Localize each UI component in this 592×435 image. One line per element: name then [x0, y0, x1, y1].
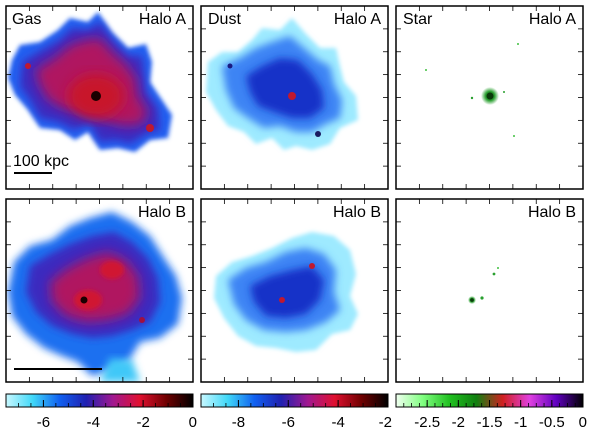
panel-halo-label: Halo A — [139, 11, 186, 28]
star-map-b — [468, 267, 499, 304]
colorbar-tick-label: -4 — [331, 414, 344, 431]
colorbar-gradient — [201, 394, 388, 407]
colorbar-tick-label: -1 — [514, 414, 527, 431]
panel-dust-halo-a: Dust Halo A — [200, 5, 389, 190]
colorbar-gas: -6 -4 -2 0 — [5, 393, 197, 431]
colorbar-gradient — [6, 394, 193, 407]
colorbar-tick-label: -2 — [452, 414, 465, 431]
panel-component-label: Dust — [208, 11, 241, 28]
dust-map-a — [206, 18, 358, 150]
panel-gas-halo-b: Halo B — [5, 198, 194, 383]
colorbar-ticks — [395, 400, 584, 407]
panel-star-halo-a: Star Halo A — [395, 5, 584, 190]
colorbar-tick-label: -4 — [87, 414, 100, 431]
colorbar-tick-label: -6 — [282, 414, 295, 431]
panel-star-halo-b: Halo B — [395, 198, 584, 383]
panel-dust-halo-b: Halo B — [200, 198, 389, 383]
colorbar-tick-label: -2.5 — [414, 414, 440, 431]
colorbar-tick-label: -2 — [379, 414, 392, 431]
panel-component-label: Star — [403, 11, 433, 28]
colorbar-tick-label: -2 — [136, 414, 149, 431]
colorbar-dust: -8 -6 -4 -2 — [200, 393, 392, 431]
colorbar-tick-label: -0.5 — [539, 414, 565, 431]
colorbar-tick-label: -6 — [37, 414, 50, 431]
colorbar-ticks — [200, 400, 389, 407]
colorbar-tick-label: -8 — [232, 414, 245, 431]
star-map-a — [425, 43, 519, 137]
colorbar-tick-label: 0 — [579, 414, 587, 431]
panel-halo-label: Halo A — [529, 11, 576, 28]
colorbar-tick-label: 0 — [189, 414, 197, 431]
colorbar-ticks — [5, 400, 194, 407]
panel-halo-label: Halo A — [334, 11, 381, 28]
gas-map-a — [8, 12, 172, 152]
panel-halo-label: Halo B — [333, 204, 381, 221]
gas-map-b — [8, 212, 182, 382]
colorbar-star: -2.5 -2 -1.5 -1 -0.5 0 — [395, 393, 587, 431]
scalebar-label: 100 kpc — [13, 153, 69, 170]
colorbar-tick-label: -1.5 — [477, 414, 503, 431]
panel-component-label: Gas — [12, 11, 41, 28]
panel-halo-label: Halo B — [528, 204, 576, 221]
dust-map-b — [214, 232, 358, 352]
panel-tick-marks — [6, 6, 583, 382]
panel-frame — [395, 198, 584, 383]
panel-halo-label: Halo B — [138, 204, 186, 221]
panel-gas-halo-a: Gas Halo A 100 kpc — [5, 5, 194, 190]
